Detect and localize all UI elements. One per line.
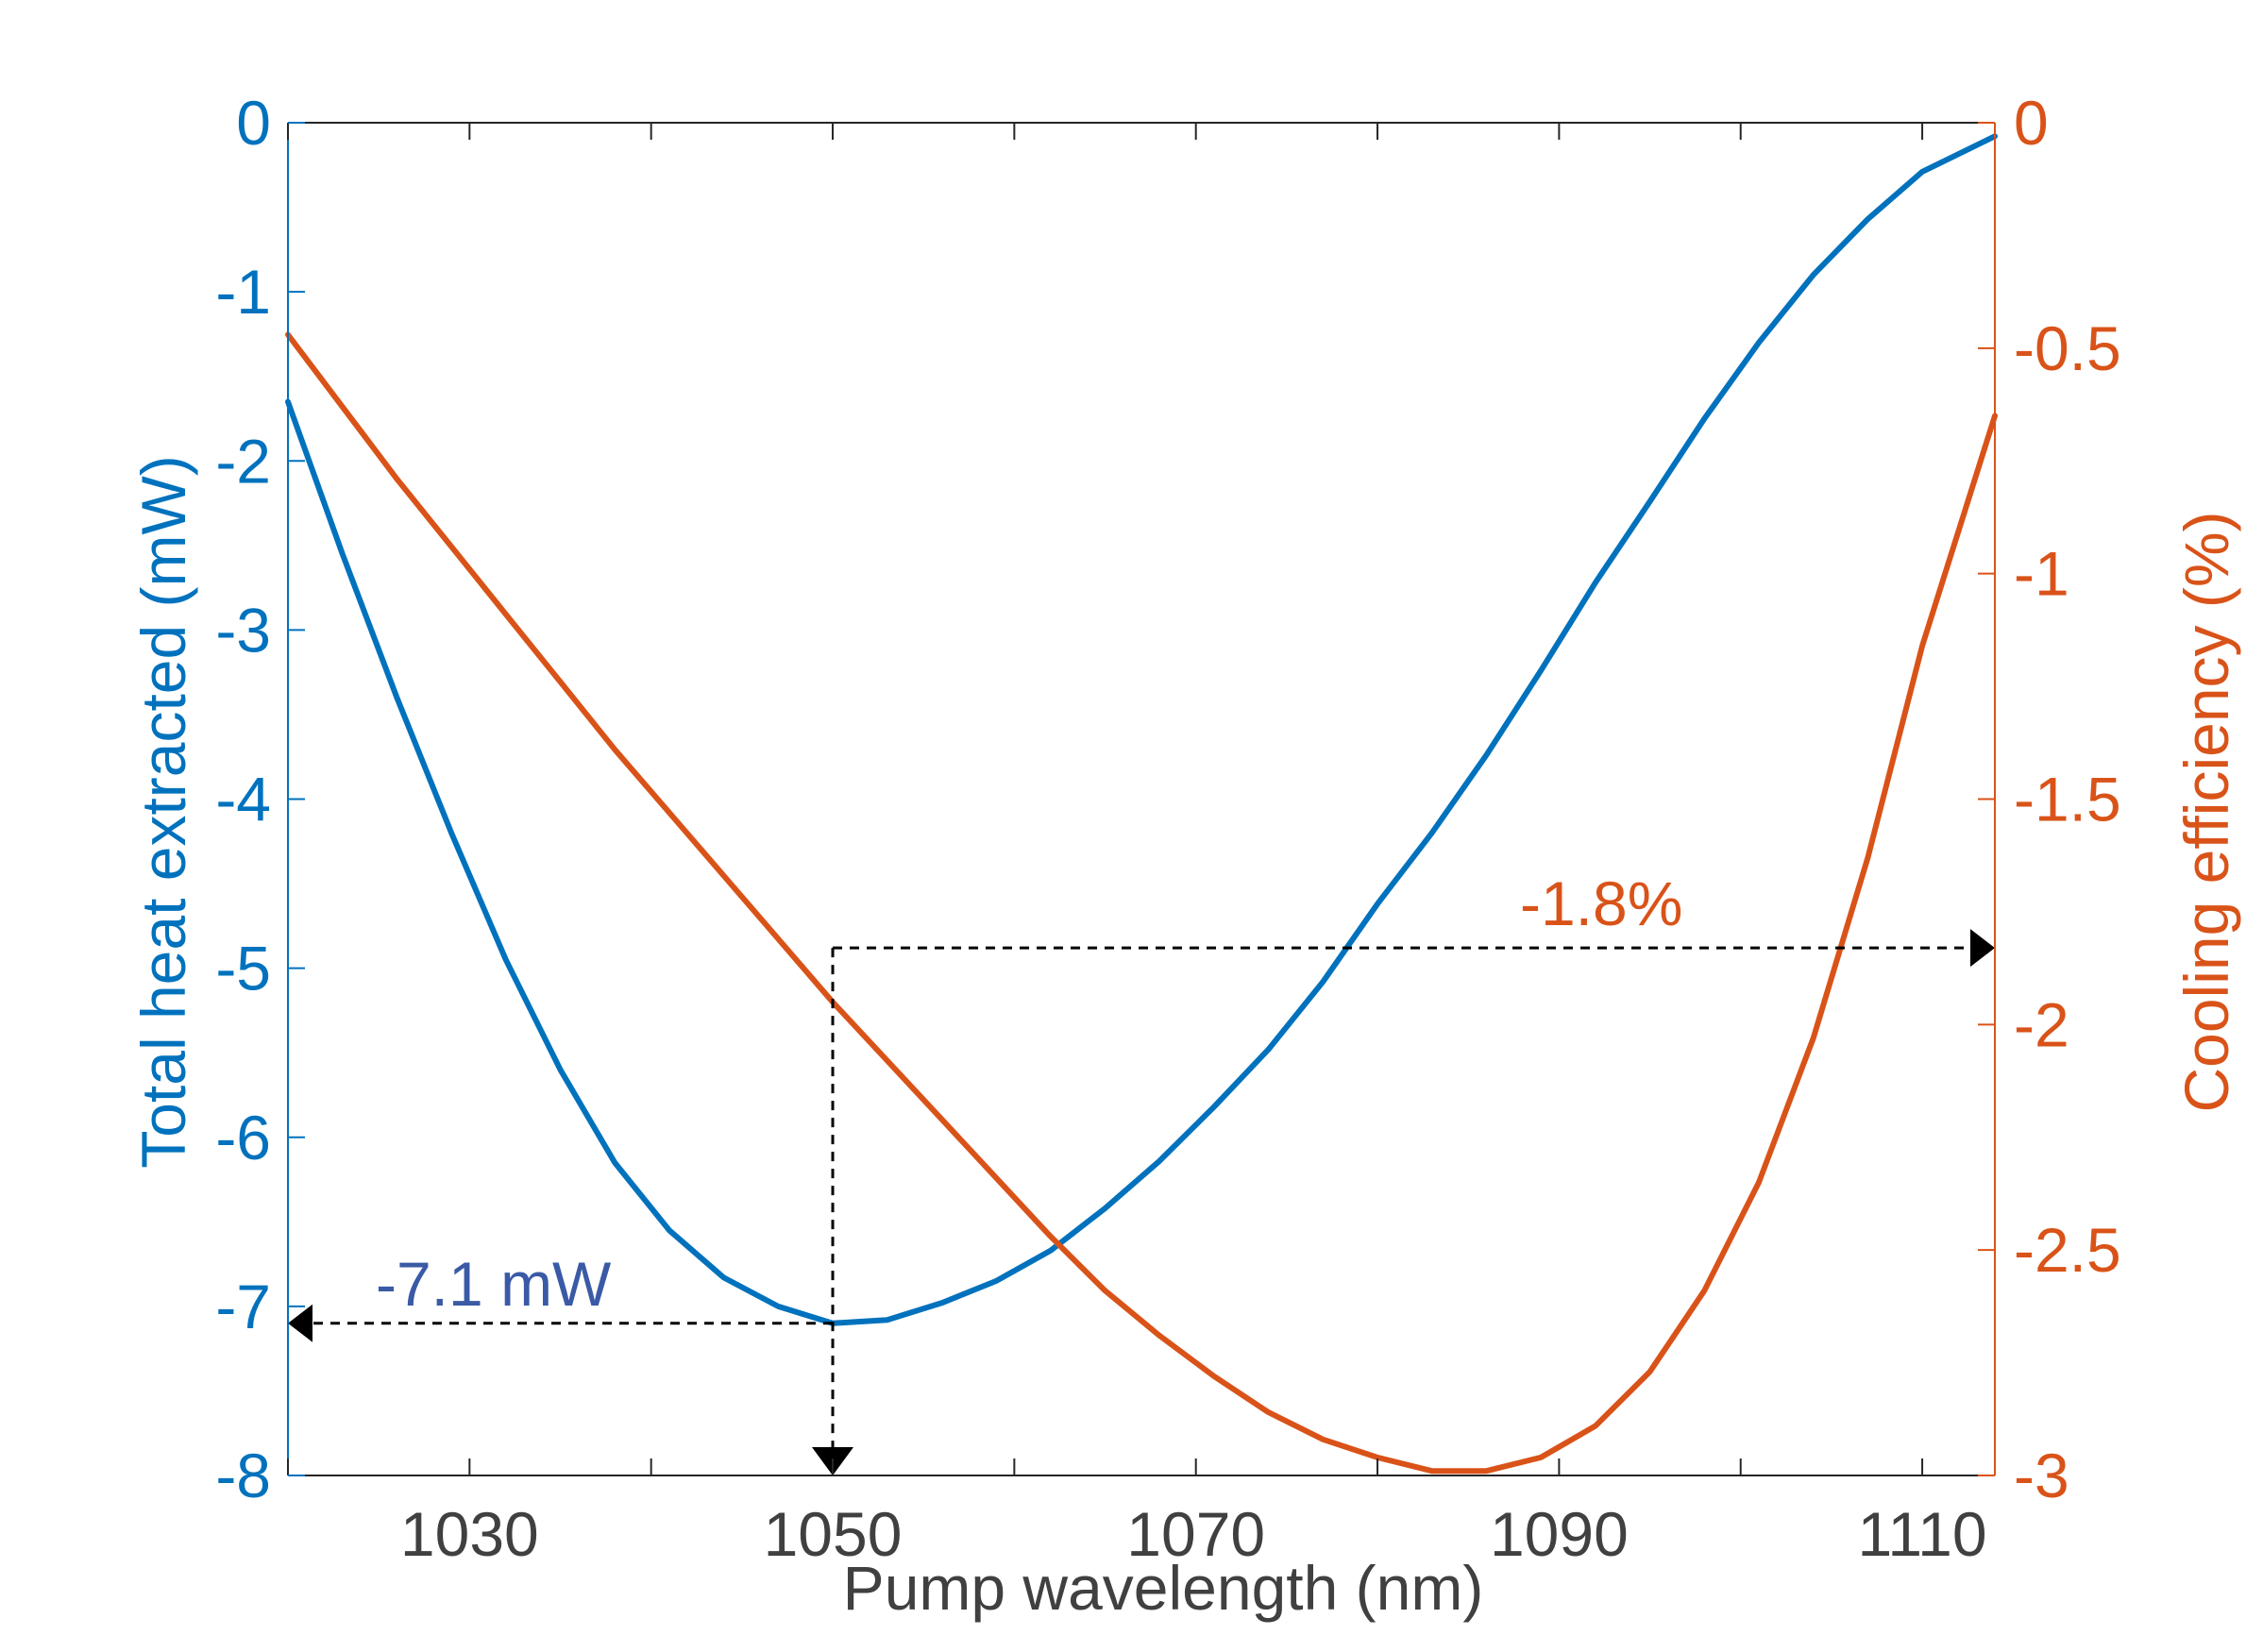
x-tick-label: 1030	[400, 1499, 539, 1569]
y-left-tick-label: -8	[215, 1441, 271, 1510]
arrow-right-icon	[1970, 929, 1995, 968]
y-left-tick-label: -1	[215, 257, 271, 327]
annotation-right-value: -1.8%	[1520, 868, 1682, 938]
arrow-left-icon	[288, 1304, 312, 1342]
x-tick-label: 1070	[1126, 1499, 1265, 1569]
y-right-tick-label: -3	[2014, 1441, 2069, 1510]
y-left-tick-label: -2	[215, 426, 271, 496]
x-tick-label: 1090	[1490, 1499, 1629, 1569]
y-left-tick-label: -4	[215, 765, 271, 834]
y-left-tick-label: -3	[215, 595, 271, 665]
y-left-tick-label: -6	[215, 1103, 271, 1172]
x-tick-label: 1110	[1858, 1499, 1987, 1569]
y-right-tick-label: -2.5	[2014, 1215, 2121, 1285]
y-right-tick-label: -2	[2014, 989, 2069, 1059]
y-left-tick-label: 0	[236, 88, 271, 158]
x-axis-title: Pump wavelength (nm)	[843, 1553, 1484, 1623]
y-right-tick-label: 0	[2014, 88, 2049, 158]
y-right-tick-label: -1	[2014, 539, 2069, 609]
y-right-tick-label: -1.5	[2014, 765, 2121, 834]
x-tick-label: 1050	[764, 1499, 903, 1569]
y-axis-right-title: Cooling efficiency (%)	[2171, 511, 2241, 1112]
y-right-tick-label: -0.5	[2014, 313, 2121, 383]
annotation-left-value: -7.1 mW	[376, 1249, 612, 1319]
y-axis-left-title: Total heat extracted (mW)	[128, 455, 198, 1169]
y-left-tick-label: -7	[215, 1272, 271, 1341]
cooling-efficiency-line	[285, 331, 1998, 1475]
y-left-tick-label: -5	[215, 934, 271, 1003]
heat-extracted-line	[285, 133, 1998, 1326]
